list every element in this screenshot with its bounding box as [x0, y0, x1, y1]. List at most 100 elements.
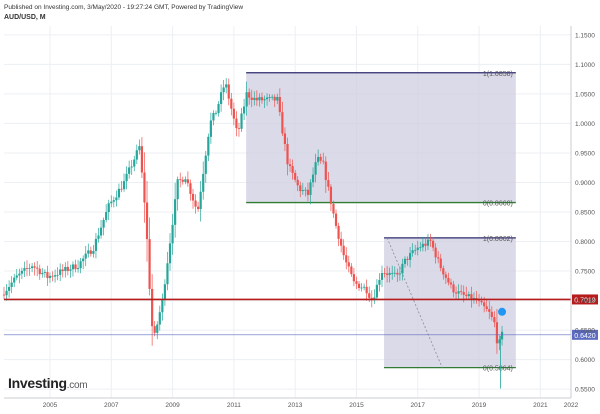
y-tick-label: 0.7000	[575, 298, 595, 305]
y-tick-label: 0.6000	[575, 357, 595, 364]
chart-publish-info: Published on Investing.com, 3/May/2020 -…	[4, 4, 244, 11]
candle-body	[462, 292, 465, 295]
y-tick-label: 1.1000	[575, 62, 595, 69]
candle-body	[156, 324, 159, 333]
y-tick-label: 1.0000	[575, 121, 595, 128]
candle-body	[13, 277, 16, 283]
candle-body	[288, 164, 292, 167]
candle-body	[248, 92, 251, 98]
candle-body	[10, 282, 13, 288]
candle-body	[18, 273, 21, 276]
event-marker-dot	[498, 307, 507, 316]
candle-body	[82, 258, 85, 262]
candle-body	[391, 272, 394, 274]
candle-body	[207, 136, 210, 156]
candle-body	[217, 104, 220, 113]
candle-body	[281, 112, 284, 134]
candle-body	[176, 179, 179, 200]
y-tick-label: 1.0500	[575, 91, 595, 98]
candle-body	[242, 106, 246, 114]
price-tag	[572, 294, 598, 305]
candle-body	[89, 250, 92, 254]
candle-body	[235, 118, 238, 129]
candle-body	[342, 245, 345, 256]
candle-body	[222, 87, 225, 93]
candle-body	[117, 188, 121, 198]
candle-body	[8, 287, 11, 291]
y-tick-label: 0.9500	[575, 150, 595, 157]
candle-body	[84, 253, 87, 259]
candle-body	[317, 156, 320, 163]
candle-body	[337, 225, 340, 239]
candle-body	[467, 294, 470, 297]
x-tick-label: 2011	[227, 402, 241, 409]
candle-body	[102, 219, 105, 228]
candle-body	[107, 203, 110, 213]
price-tag-label: 0.6420	[574, 333, 596, 340]
x-tick-label: 2022	[564, 402, 579, 409]
candle-body	[406, 258, 409, 260]
candle-body	[189, 183, 192, 194]
candle-body	[403, 258, 407, 264]
candle-body	[122, 181, 126, 190]
investing-logo: Investing.com	[8, 375, 88, 391]
candle-body	[53, 275, 57, 277]
x-tick-label: 2017	[411, 402, 426, 409]
candle-body	[145, 202, 149, 240]
candle-body	[332, 203, 335, 214]
price-tag-label: 0.7019	[574, 297, 596, 304]
candle-body	[454, 292, 458, 294]
x-tick-label: 2009	[165, 402, 180, 409]
candle-body	[79, 261, 82, 269]
trend-line	[386, 237, 443, 368]
candle-body	[465, 294, 468, 297]
candle-body	[380, 273, 384, 280]
candle-body	[352, 274, 356, 282]
price-tag	[572, 329, 598, 340]
candle-body	[168, 243, 172, 264]
candle-body	[181, 179, 184, 182]
candle-body	[28, 268, 31, 269]
candle-body	[48, 275, 52, 279]
y-tick-label: 0.8000	[575, 239, 595, 246]
x-tick-label: 2005	[43, 402, 58, 409]
candle-body	[71, 264, 75, 270]
candle-body	[97, 235, 100, 239]
candle-body	[219, 92, 223, 105]
candle-body	[304, 189, 307, 191]
candle-body	[258, 97, 261, 101]
fib-retracement-zone	[246, 72, 516, 203]
candle-body	[429, 239, 432, 241]
candle-body	[408, 253, 412, 260]
candle-body	[273, 96, 276, 101]
event-marker	[498, 307, 507, 316]
candle-body	[299, 185, 302, 192]
candle-body	[61, 269, 64, 271]
candle-body	[452, 284, 455, 293]
candle-body	[36, 267, 39, 269]
y-tick-label: 0.6500	[575, 328, 595, 335]
candle-body	[110, 201, 113, 204]
candle-body	[99, 227, 103, 236]
candle-body	[112, 200, 115, 202]
candle-body	[271, 96, 274, 98]
candle-body	[485, 306, 488, 310]
chart-symbol-label: AUD/USD, M	[4, 14, 46, 21]
candle-body	[120, 188, 123, 190]
candle-body	[69, 269, 72, 271]
candle-body	[158, 312, 161, 325]
candle-body	[240, 113, 243, 129]
candle-body	[314, 162, 317, 175]
fib-level-label: 1(0.8062)	[483, 236, 513, 243]
candle-body	[322, 160, 325, 162]
x-tick-label: 2007	[104, 402, 119, 409]
y-tick-label: 0.5500	[575, 387, 595, 394]
candle-body	[431, 240, 435, 248]
candle-body	[153, 326, 156, 333]
candle-body	[197, 206, 200, 210]
candle-body	[480, 300, 483, 303]
candle-body	[483, 302, 486, 307]
candle-body	[324, 161, 327, 181]
candle-body	[20, 270, 23, 274]
